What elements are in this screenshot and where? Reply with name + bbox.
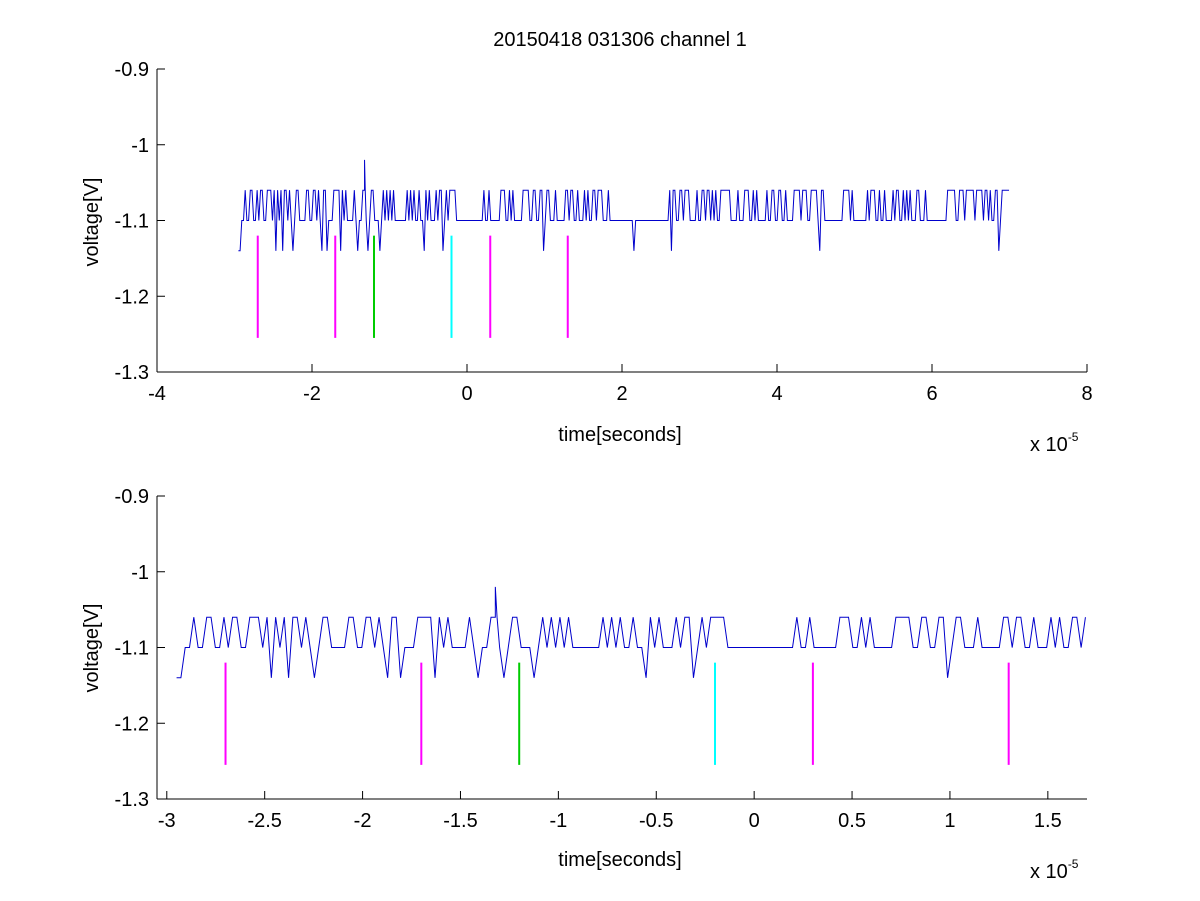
x-exponent: x 10-5 (1030, 857, 1079, 883)
y-tick-label: -1.1 (115, 211, 149, 233)
x-tick-label: 4 (771, 383, 782, 405)
x-tick-label: -4 (148, 383, 166, 405)
chart-title: 20150418 031306 channel 1 (493, 29, 747, 51)
y-tick-label: -1.3 (115, 789, 149, 811)
x-tick-label: 8 (1081, 383, 1092, 405)
x-tick-label: 0 (749, 810, 760, 832)
x-exponent-base: x 10 (1030, 861, 1068, 883)
x-axis-label: time[seconds] (558, 849, 681, 871)
y-axis-label: voltage[V] (81, 604, 103, 693)
y-tick-label: -0.9 (115, 59, 149, 81)
y-tick-label: -1.2 (115, 286, 149, 308)
x-tick-label: -1 (549, 810, 567, 832)
signal-series (238, 159, 1010, 252)
x-tick-label: -2 (354, 810, 372, 832)
axes: -4 -2 0 2 4 6 8 -0.9 -1 -1.1 -1.2 -1.3 (115, 59, 1093, 405)
chart-bottom: -3 -2.5 -2 -1.5 -1 -0.5 0 0.5 1 1.5 -0.9 -1 -1.1 -1.2… (81, 486, 1087, 883)
x-exponent-power: -5 (1068, 857, 1079, 871)
x-tick-label: -2 (303, 383, 321, 405)
x-tick-label: 1 (944, 810, 955, 832)
signal-series (176, 586, 1086, 679)
x-exponent: x 10-5 (1030, 430, 1079, 456)
plot-area-top: -4 -2 0 2 4 6 8 -0.9 -1 -1.1 -1.2 -1.3 (115, 59, 1093, 405)
x-tick-label: -2.5 (247, 810, 281, 832)
y-tick-label: -1.2 (115, 713, 149, 735)
plot-area-bottom: -3 -2.5 -2 -1.5 -1 -0.5 0 0.5 1 1.5 -0.9 -1 -1.1 -1.2… (115, 486, 1087, 832)
x-tick-label: 0 (461, 383, 472, 405)
y-tick-label: -0.9 (115, 486, 149, 508)
x-tick-label: 2 (616, 383, 627, 405)
x-tick-label: -1.5 (443, 810, 477, 832)
x-tick-label: -0.5 (639, 810, 673, 832)
y-axis-label: voltage[V] (81, 178, 103, 267)
x-tick-label: -3 (158, 810, 176, 832)
y-tick-label: -1 (131, 135, 149, 157)
y-tick-label: -1.1 (115, 638, 149, 660)
x-exponent-base: x 10 (1030, 434, 1068, 456)
x-tick-label: 0.5 (838, 810, 866, 832)
y-tick-label: -1 (131, 562, 149, 584)
chart-top: 20150418 031306 channel 1 -4 -2 0 2 4 6 8-0.9-… (81, 29, 1093, 456)
x-tick-label: 1.5 (1034, 810, 1062, 832)
x-axis-label: time[seconds] (558, 424, 681, 446)
x-exponent-power: -5 (1068, 430, 1079, 444)
x-tick-label: 6 (926, 383, 937, 405)
y-tick-label: -1.3 (115, 362, 149, 384)
axes: -3 -2.5 -2 -1.5 -1 -0.5 0 0.5 1 1.5 -0.9 -1 -1.1 -1.2… (115, 486, 1087, 832)
